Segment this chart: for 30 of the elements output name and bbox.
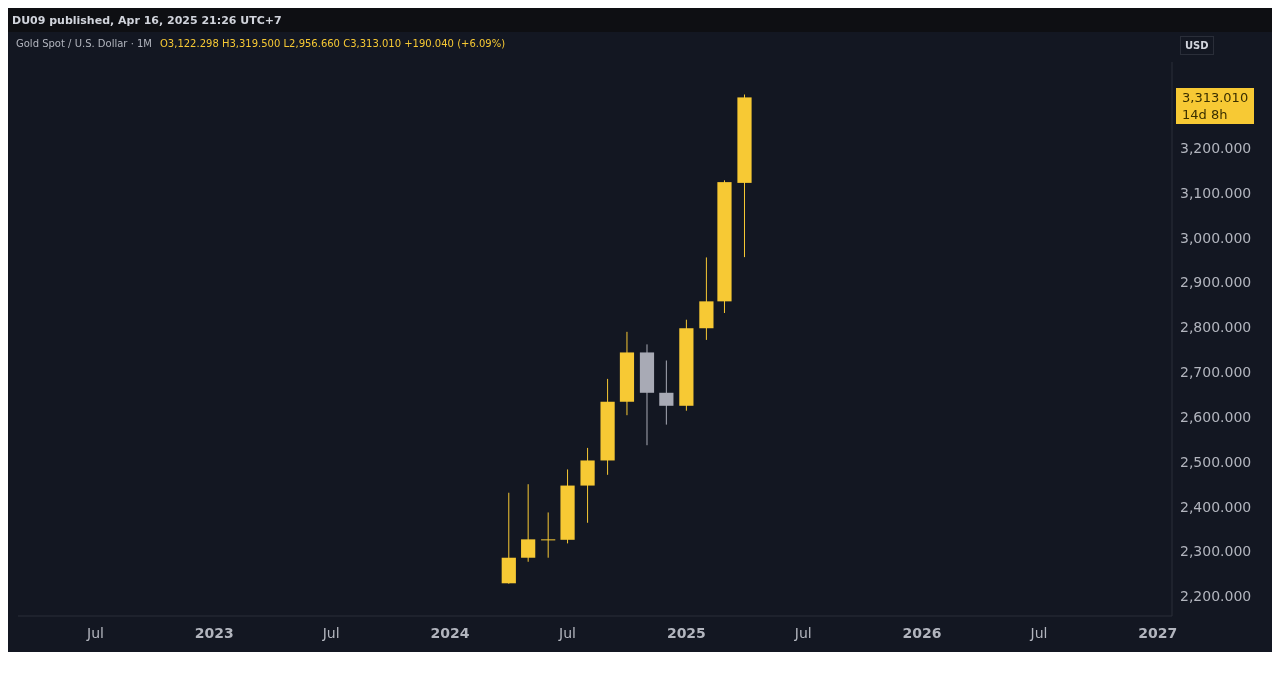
text: 3,313.010 <box>1182 89 1249 107</box>
y-tick-label: 2,700.000 <box>1180 364 1252 381</box>
x-tick-label: Jul <box>321 625 340 641</box>
y-tick-label: 3,000.000 <box>1180 229 1252 246</box>
y-tick-label: 3,200.000 <box>1180 140 1252 157</box>
x-tick-label: Jul <box>558 625 577 641</box>
y-tick-label: 2,900.000 <box>1180 274 1252 291</box>
chart-title: Gold Spot / U.S. Dollar · 1M <box>16 38 152 49</box>
x-tick-label: Jul <box>86 625 104 641</box>
x-tick-label: 2023 <box>194 625 234 641</box>
y-axis-title: USD <box>1180 36 1214 55</box>
y-tick-label: 2,200.000 <box>1180 588 1252 605</box>
y-tick-label: 2,800.000 <box>1180 319 1252 336</box>
y-tick-label: 2,500.000 <box>1180 453 1252 470</box>
x-tick-label: Jul <box>793 625 812 641</box>
y-tick-label: 2,600.000 <box>1180 408 1252 425</box>
y-tick-label: 2,400.000 <box>1180 498 1252 515</box>
x-tick-label: 2024 <box>430 625 470 641</box>
y-tick-label: 3,100.000 <box>1180 184 1252 201</box>
x-tick-label: 2026 <box>902 625 942 641</box>
text: 14d 8h <box>1182 106 1229 124</box>
chart-subtitle: O3,122.298 H3,319.500 L2,956.660 C3,313.010 +190.040 (+6.09%) <box>159 38 506 49</box>
y-tick-label: 2,300.000 <box>1180 543 1252 560</box>
x-tick-label: 2027 <box>1138 625 1178 641</box>
candlestick <box>521 483 536 563</box>
x-tick-label: 2025 <box>666 625 706 641</box>
text: DU09 published, Apr 16, 2025 21:26 UTC+7 <box>11 13 283 29</box>
candlestick <box>541 511 556 559</box>
candlestick <box>659 360 674 426</box>
x-tick-label: Jul <box>1029 625 1048 641</box>
